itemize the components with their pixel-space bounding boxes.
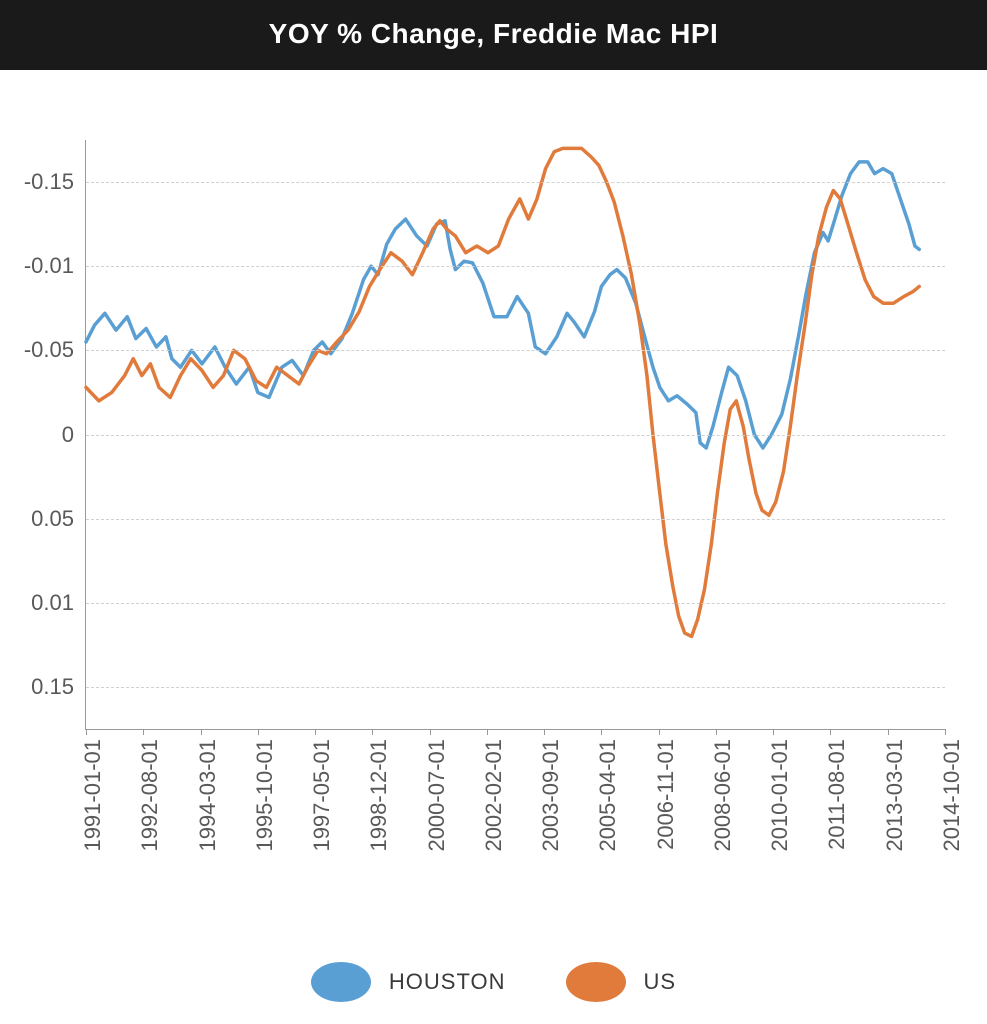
legend-label-us: US <box>644 969 677 995</box>
legend-item-us: US <box>566 962 677 1002</box>
ytick-label: -0.05 <box>24 337 86 363</box>
chart-container: -0.15 -0.01 -0.05 0 0.05 0.01 0.15 1991-01-01 19… <box>0 70 987 850</box>
xtick-label: 2005-04-01 <box>595 729 621 852</box>
ytick-label: 0.15 <box>31 674 86 700</box>
gridline <box>86 350 945 351</box>
xtick-label: 2008-06-01 <box>710 729 736 852</box>
ytick-label: 0.05 <box>31 506 86 532</box>
xtick-label: 2003-09-01 <box>538 729 564 852</box>
gridline <box>86 687 945 688</box>
xtick-label: 2014-10-01 <box>939 729 965 852</box>
xtick-label: 2010-01-01 <box>767 729 793 852</box>
gridline <box>86 266 945 267</box>
xtick-label: 1995-10-01 <box>252 729 278 852</box>
legend: HOUSTON US <box>0 962 987 1002</box>
ytick-label: -0.15 <box>24 169 86 195</box>
ytick-label: 0 <box>62 422 86 448</box>
gridline <box>86 435 945 436</box>
gridline <box>86 603 945 604</box>
xtick-label: 2002-02-01 <box>481 729 507 852</box>
gridline <box>86 519 945 520</box>
xtick-label: 2011-08-01 <box>824 729 850 850</box>
xtick-label: 2000-07-01 <box>424 729 450 852</box>
legend-item-houston: HOUSTON <box>311 962 506 1002</box>
legend-swatch-houston <box>311 962 371 1002</box>
legend-swatch-us <box>566 962 626 1002</box>
plot-area: -0.15-0.01-0.0500.050.010.151991-01-0119… <box>85 140 945 730</box>
xtick-label: 1997-05-01 <box>309 729 335 852</box>
xtick-label: 1994-03-01 <box>195 729 221 852</box>
ytick-label: -0.01 <box>24 253 86 279</box>
ytick-label: 0.01 <box>31 590 86 616</box>
chart-title: YOY % Change, Freddie Mac HPI <box>0 0 987 70</box>
legend-label-houston: HOUSTON <box>389 969 506 995</box>
xtick-label: 1998-12-01 <box>366 729 392 852</box>
xtick-label: 1992-08-01 <box>137 729 163 852</box>
xtick-label: 2013-03-01 <box>882 729 908 852</box>
gridline <box>86 182 945 183</box>
xtick-label: 2006-11-01 <box>653 729 679 850</box>
series-line-us <box>86 148 919 636</box>
xtick-label: 1991-01-01 <box>80 729 106 852</box>
